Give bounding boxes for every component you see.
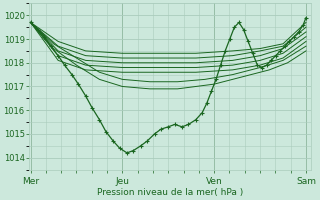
- X-axis label: Pression niveau de la mer( hPa ): Pression niveau de la mer( hPa ): [97, 188, 243, 197]
